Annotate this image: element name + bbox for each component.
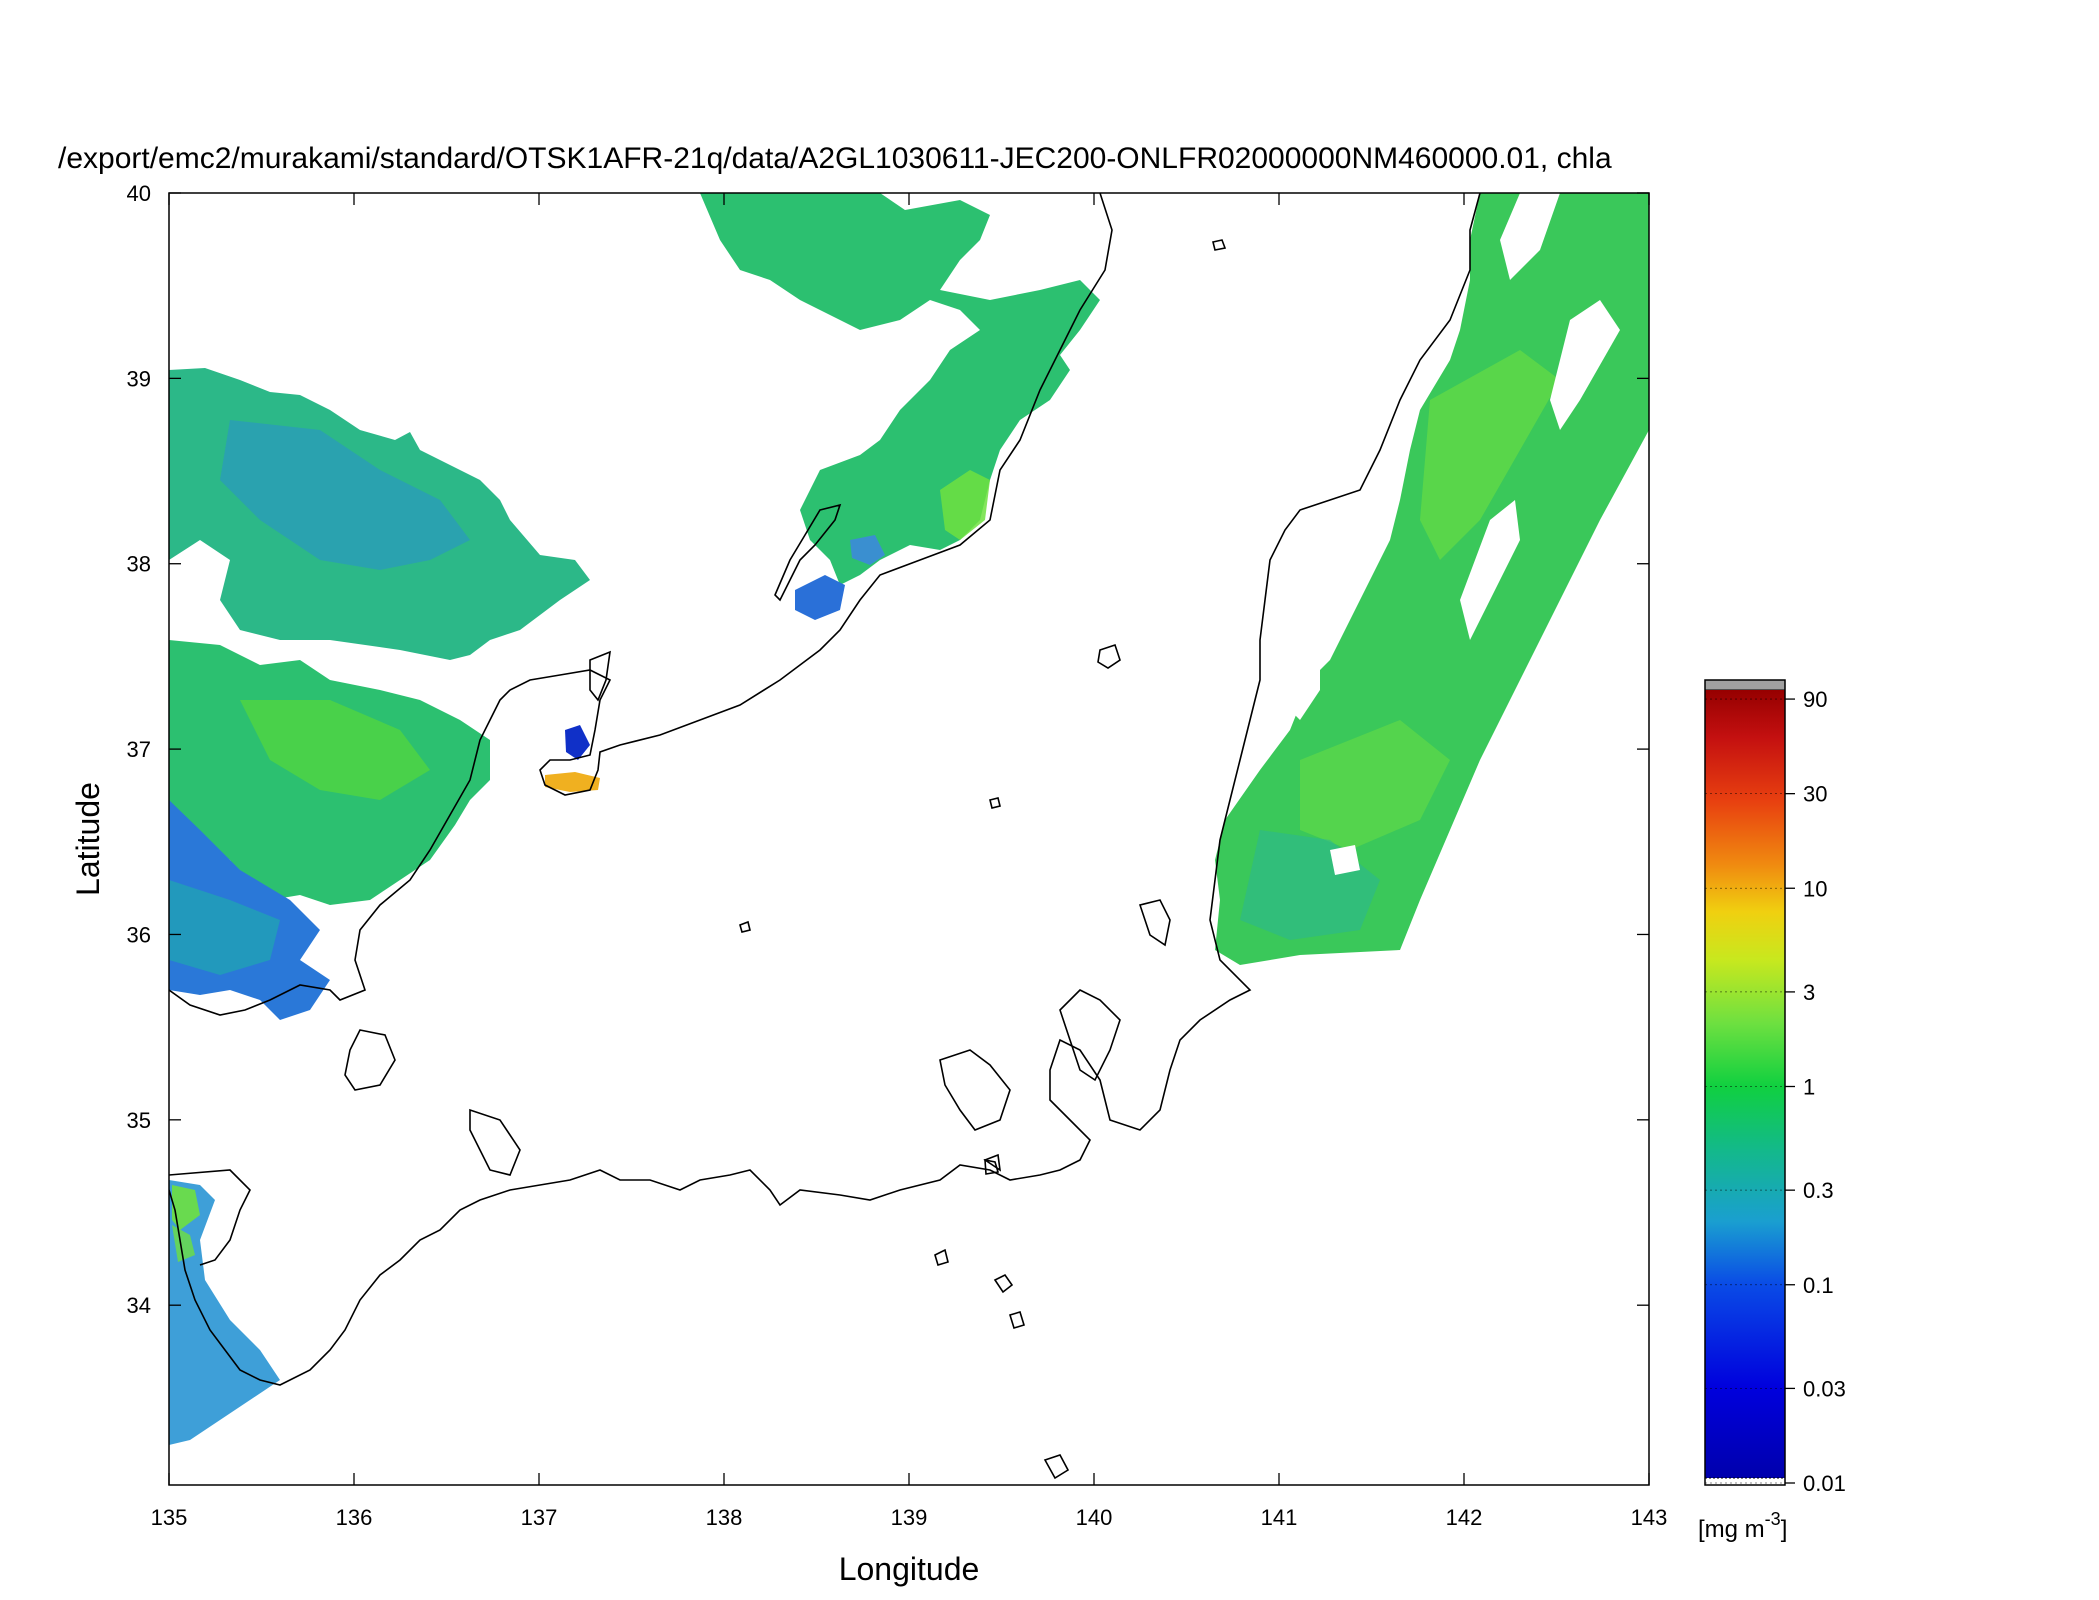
chla-patch-south-west-green: [172, 1185, 200, 1230]
x-tick-label: 136: [336, 1505, 373, 1530]
colorbar-overflow: [1704, 679, 1786, 691]
coast-izu-islands-2: [1008, 1311, 1026, 1329]
chla-patch-pacific-east-high2: [1300, 720, 1450, 850]
coast-pacific-side: [169, 193, 1481, 1386]
colorbar-tick-label: 90: [1803, 687, 1827, 712]
colorbar-unit-base: [mg m: [1698, 1516, 1765, 1543]
x-tick-label: 138: [706, 1505, 743, 1530]
coast-small-island-3: [739, 920, 751, 933]
coast-small-island-1: [984, 1159, 1000, 1175]
coast-biwa-lake: [344, 1029, 396, 1091]
x-axis-ticks: 135 136 137 138 139 140 141 142 143: [151, 193, 1668, 1530]
y-axis-label: Latitude: [70, 782, 106, 896]
chla-patch-south-west-corner: [169, 1180, 280, 1445]
y-tick-label: 40: [127, 181, 151, 206]
cloud-gap-5: [1280, 620, 1320, 720]
chla-patch-west-middle-high: [240, 700, 430, 800]
chla-patch-north-west-low: [220, 420, 470, 570]
y-tick-label: 38: [127, 552, 151, 577]
x-tick-label: 137: [521, 1505, 558, 1530]
y-tick-label: 36: [127, 922, 151, 947]
chla-patch-north-central-high: [940, 470, 990, 540]
coast-sado-island: [774, 503, 842, 602]
coast-kii-peninsula: [169, 1169, 251, 1266]
chla-patch-bloom: [545, 772, 600, 792]
map-title: /export/emc2/murakami/standard/OTSK1AFR-…: [58, 142, 1612, 175]
colorbar-unit: [mg m-3]: [1698, 1509, 1787, 1543]
y-tick-label: 39: [127, 366, 151, 391]
cloud-gap-3: [1460, 500, 1520, 640]
cloud-gap-1: [1500, 193, 1560, 280]
y-tick-label: 37: [127, 737, 151, 762]
colorbar-ticks: 0.01 0.03 0.1 0.3 1 3 10 30 90: [1705, 687, 1846, 1496]
coast-izu-islands-1: [993, 1273, 1014, 1294]
coast-sagami: [939, 1049, 1011, 1131]
coast-ise-bay: [469, 1108, 521, 1176]
colorbar-tick-label: 30: [1803, 782, 1827, 807]
coast-oki-island: [1097, 643, 1121, 669]
coast-small-island-4: [989, 797, 1001, 809]
coast-izu-peninsula: [1059, 989, 1121, 1082]
x-tick-label: 139: [891, 1505, 928, 1530]
colorbar-tick-label: 1: [1803, 1075, 1815, 1100]
coast-small-island-5: [1212, 239, 1227, 251]
coast-honshu-sea-side: [169, 193, 1113, 1016]
colorbar-frame: [1704, 679, 1786, 1486]
y-tick-label: 35: [127, 1108, 151, 1133]
chla-patch-south-west-green2: [172, 1225, 195, 1262]
colorbar-tick-label: 3: [1803, 980, 1815, 1005]
colorbar-unit-close: ]: [1781, 1516, 1788, 1543]
coast-boso: [1138, 899, 1171, 947]
chla-patch-pacific-east-high: [1420, 350, 1560, 560]
chla-patch-south-west-teal: [169, 880, 280, 975]
coastlines: [169, 193, 1481, 1480]
chla-patch-bloom-edge: [565, 725, 590, 760]
chla-patch-north-central: [700, 193, 1100, 585]
cloud-gap-4: [1380, 390, 1410, 470]
cloud-gap-6: [1330, 845, 1360, 875]
colorbar-unit-exp: -3: [1765, 1509, 1781, 1529]
colorbar-tick-label: 0.1: [1803, 1273, 1834, 1298]
y-tick-label: 34: [127, 1293, 151, 1318]
colorbar-tick-label: 0.01: [1803, 1471, 1846, 1496]
coast-small-island-2: [983, 1153, 1002, 1172]
chla-patch-noto-low-2: [850, 535, 885, 565]
coast-izu-islands-4: [1043, 1454, 1070, 1480]
chla-patch-noto-low: [795, 575, 845, 620]
colorbar: 0.01 0.03 0.1 0.3 1 3 10 30 90 [mg m-3]: [1698, 679, 1846, 1543]
x-tick-label: 135: [151, 1505, 188, 1530]
x-tick-label: 142: [1446, 1505, 1483, 1530]
x-tick-label: 141: [1261, 1505, 1298, 1530]
x-tick-label: 143: [1631, 1505, 1668, 1530]
x-axis-label: Longitude: [839, 1551, 980, 1587]
x-tick-label: 140: [1076, 1505, 1113, 1530]
colorbar-tick-label: 10: [1803, 876, 1827, 901]
coast-noto-tip: [589, 650, 611, 702]
colorbar-tick-label: 0.03: [1803, 1376, 1846, 1401]
y-axis-ticks: 34 35 36 37 38 39 40: [127, 181, 1649, 1318]
coast-izu-islands-3: [934, 1248, 949, 1266]
cloud-gap-2: [1550, 300, 1620, 430]
colorbar-underflow: [1704, 1477, 1786, 1486]
chlorophyll-field: [169, 193, 1649, 1445]
colorbar-tick-label: 0.3: [1803, 1178, 1834, 1203]
